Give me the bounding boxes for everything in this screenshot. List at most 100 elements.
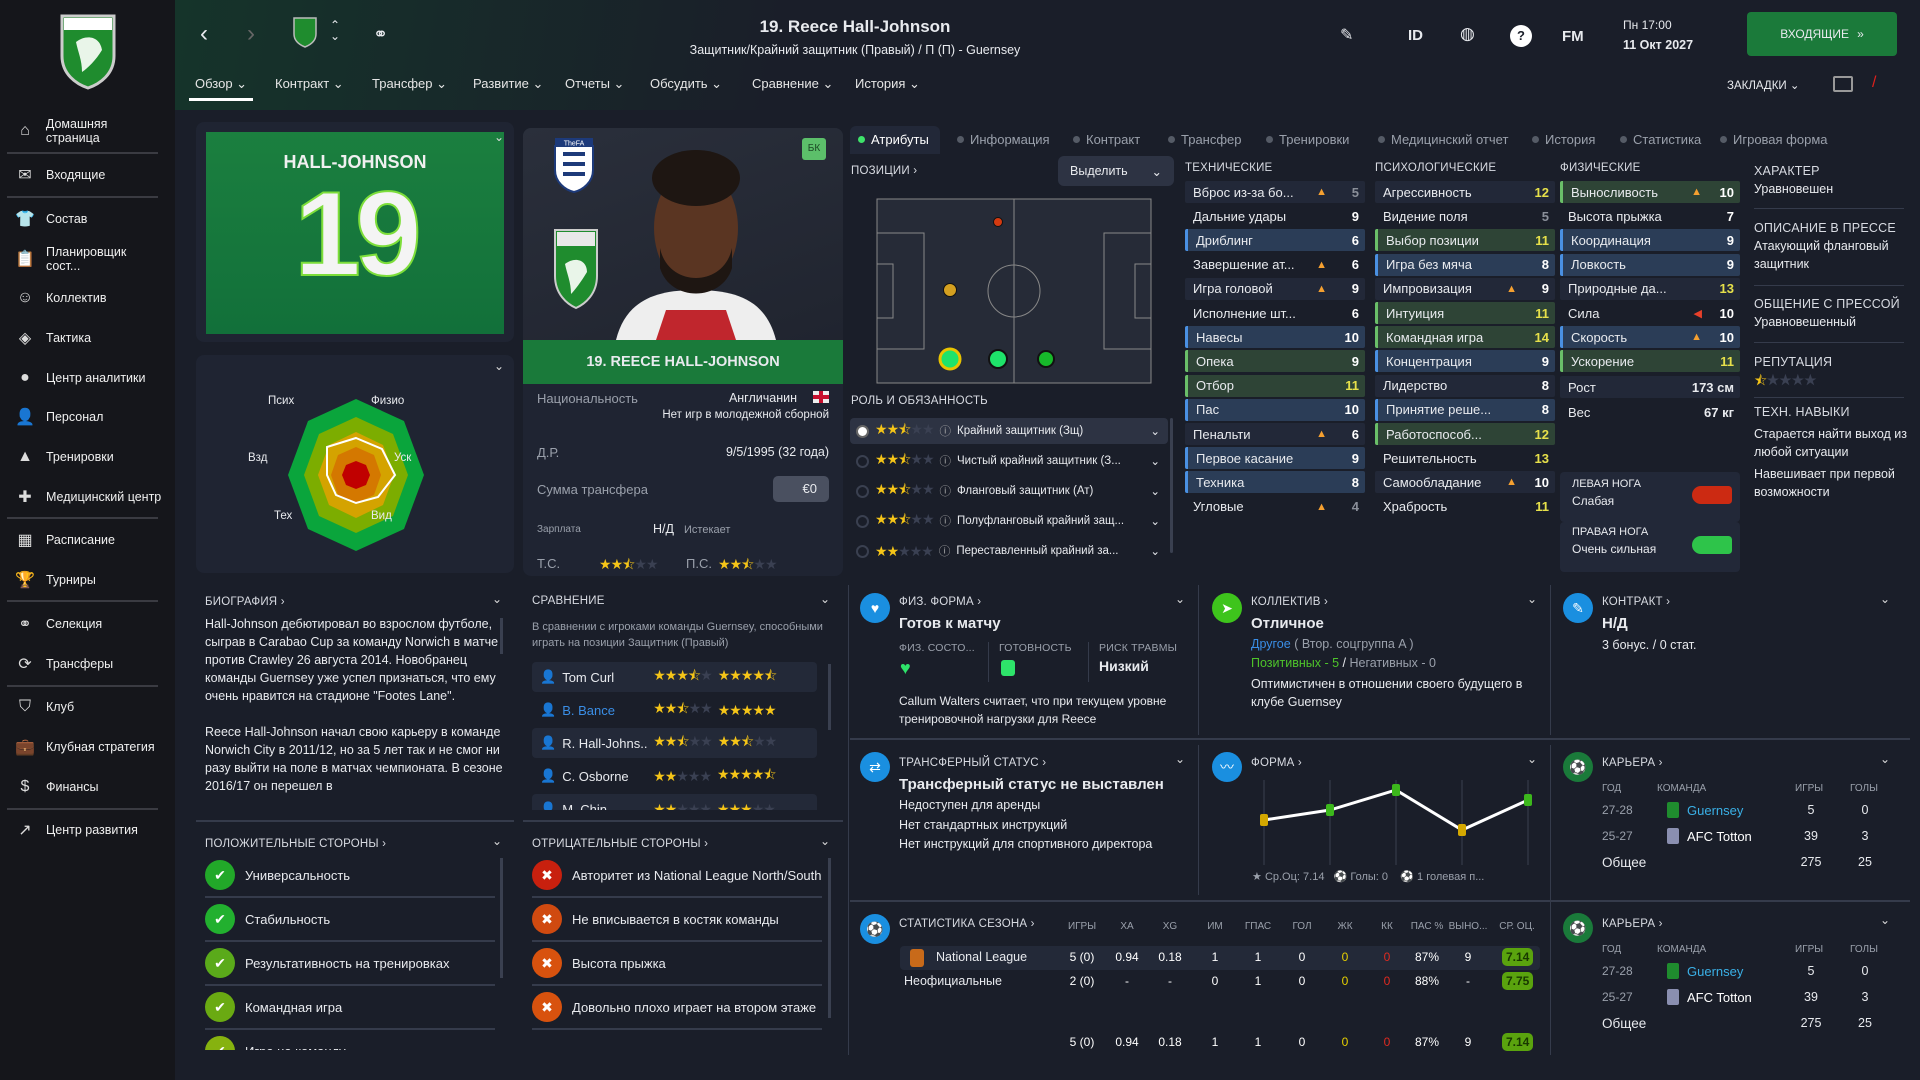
info-icon[interactable]: ⓘ (939, 456, 952, 468)
subtab[interactable]: Трансфер (1168, 132, 1242, 147)
subtab[interactable]: Контракт (1073, 132, 1140, 147)
subtab[interactable]: Атрибуты (858, 132, 929, 147)
radio-button[interactable] (856, 544, 869, 558)
dynamics-title[interactable]: КОЛЛЕКТИВ › (1251, 596, 1329, 608)
negatives-scrollbar[interactable] (828, 858, 831, 1018)
trait-item[interactable]: ✔ Игра на команду (205, 1030, 495, 1050)
chevron-down-icon[interactable]: ⌄ (1527, 752, 1538, 766)
sidebar-item[interactable]: ✚ Медицинский центр (14, 482, 164, 512)
attribute-row[interactable]: Опека 9 (1185, 350, 1365, 373)
role-item[interactable]: ★★⯪★★ ⓘ Полуфланговый крайний защ... ⌄ (850, 508, 1168, 534)
positions-title[interactable]: ПОЗИЦИИ › (851, 165, 918, 177)
trait-item[interactable]: ✖ Довольно плохо играет на втором этаже (532, 986, 822, 1030)
id-button[interactable]: ID (1408, 27, 1423, 44)
nav-tab[interactable]: Сравнение ⌄ (752, 76, 834, 91)
subtab[interactable]: Тренировки (1266, 132, 1349, 147)
career-team[interactable]: Guernsey (1687, 803, 1744, 818)
sidebar-item[interactable]: ⌂ Домашняя страница (14, 116, 164, 146)
fm-button[interactable]: FM (1562, 28, 1584, 45)
attribute-row[interactable]: Высота прыжка 7 (1560, 205, 1740, 227)
career-title[interactable]: КАРЬЕРА › (1602, 918, 1663, 930)
attribute-row[interactable]: Работоспособ... 12 (1375, 423, 1555, 445)
trait-item[interactable]: ✔ Командная игра (205, 986, 495, 1030)
nav-tab[interactable]: Развитие ⌄ (473, 76, 544, 91)
nav-tab[interactable]: История ⌄ (855, 76, 920, 91)
trait-item[interactable]: ✖ Не вписывается в костяк команды (532, 898, 822, 942)
form-title[interactable]: ФОРМА › (1251, 757, 1302, 769)
sidebar-item[interactable]: ▦ Расписание (14, 525, 164, 555)
radio-button[interactable] (856, 424, 869, 438)
sidebar-item[interactable]: ◈ Тактика (14, 323, 164, 353)
sidebar-item[interactable]: ● Центр аналитики (14, 363, 164, 393)
nav-tab[interactable]: Трансфер ⌄ (372, 76, 448, 91)
role-item[interactable]: ★★★★★ ⓘ Переставленный крайний за... ⌄ (850, 538, 1168, 564)
trait-item[interactable]: ✔ Результативность на тренировках (205, 942, 495, 986)
roles-scrollbar[interactable] (1170, 418, 1173, 553)
nav-tab[interactable]: Отчеты ⌄ (565, 76, 625, 91)
attribute-row[interactable]: Концентрация 9 (1375, 350, 1555, 373)
sidebar-item[interactable]: ⟳ Трансферы (14, 649, 164, 679)
sidebar-item[interactable]: ⛉ Клуб (14, 692, 164, 722)
trait-item[interactable]: ✔ Универсальность (205, 854, 495, 898)
bio-scrollbar[interactable] (500, 618, 503, 654)
season-stats-title[interactable]: СТАТИСТИКА СЕЗОНА › (899, 918, 1035, 930)
player-switch-icon[interactable]: ⌃ ⌄ (330, 18, 341, 43)
form-point[interactable] (1458, 824, 1466, 836)
chevron-down-icon[interactable]: ⌄ (1880, 592, 1891, 606)
club-logo[interactable] (58, 12, 118, 90)
sidebar-item[interactable]: ▲ Тренировки (14, 442, 164, 472)
nav-tab[interactable]: Контракт ⌄ (275, 76, 344, 91)
career-team[interactable]: Guernsey (1687, 964, 1744, 979)
attribute-row[interactable]: Ускорение 11 (1560, 350, 1740, 373)
season-stats-row[interactable]: 5 (0) 0.94 0.18 1 1 0 0 0 87% 9 7.14 (900, 1031, 1540, 1055)
attribute-row[interactable]: Принятие реше... 8 (1375, 398, 1555, 421)
attribute-row[interactable]: Видение поля 5 (1375, 205, 1555, 227)
chevron-down-icon[interactable]: ⌄ (1150, 486, 1160, 498)
comparison-row[interactable]: 👤 M. Chin ★★★★★ ★★★★★ (532, 794, 817, 810)
attribute-row[interactable]: Отбор 11 (1185, 374, 1365, 397)
club-badge-icon[interactable] (292, 16, 318, 48)
sidebar-item[interactable]: ⚭ Селекция (14, 609, 164, 639)
info-icon[interactable]: ⓘ (938, 546, 951, 558)
forward-arrow-icon[interactable]: › (247, 20, 255, 47)
attribute-row[interactable]: Техника 8 (1185, 471, 1365, 494)
sidebar-item[interactable]: 👕 Состав (14, 204, 164, 234)
form-point[interactable] (1524, 794, 1532, 806)
chevron-down-icon[interactable]: ⌄ (493, 130, 504, 144)
nav-tab[interactable]: Обзор ⌄ (188, 76, 254, 101)
chevron-down-icon[interactable]: ⌄ (820, 592, 831, 606)
attribute-row[interactable]: Ловкость 9 (1560, 253, 1740, 276)
back-arrow-icon[interactable]: ‹ (200, 20, 208, 47)
attribute-row[interactable]: Командная игра 14 (1375, 326, 1555, 349)
monitor-icon[interactable] (1833, 76, 1853, 92)
sidebar-item[interactable]: $ Финансы (14, 772, 164, 802)
attribute-row[interactable]: Скорость ▲ 10 (1560, 326, 1740, 349)
attribute-row[interactable]: Решительность 13 (1375, 447, 1555, 469)
attribute-row[interactable]: Храбрость 11 (1375, 496, 1555, 518)
attribute-row[interactable]: Навесы 10 (1185, 326, 1365, 349)
season-stats-row[interactable]: Неофициальные 2 (0) - - 0 1 0 0 0 88% - 7.75 (900, 970, 1540, 994)
radio-button[interactable] (856, 484, 869, 498)
player-name[interactable]: B. Bance (562, 702, 615, 718)
contract-title[interactable]: КОНТРАКТ › (1602, 596, 1671, 608)
subtab[interactable]: Информация (957, 132, 1050, 147)
fitness-title[interactable]: ФИЗ. ФОРМА › (899, 596, 982, 608)
sidebar-item[interactable]: 🏆 Турниры (14, 565, 164, 595)
sidebar-item[interactable]: 👤 Персонал (14, 402, 164, 432)
subtab[interactable]: Медицинский отчет (1378, 132, 1508, 147)
attribute-row[interactable]: Завершение ат... ▲ 6 (1185, 254, 1365, 276)
attribute-row[interactable]: Выбор позиции 11 (1375, 229, 1555, 252)
radio-button[interactable] (856, 514, 869, 528)
season-stats-row[interactable]: National League 5 (0) 0.94 0.18 1 1 0 0 0 87% 9 7.1… (900, 946, 1540, 970)
globe-icon[interactable]: ◍ (1460, 24, 1475, 43)
chevron-down-icon[interactable]: ⌄ (1175, 752, 1186, 766)
attribute-row[interactable]: Координация 9 (1560, 229, 1740, 252)
chevron-down-icon[interactable]: ⌄ (1175, 592, 1186, 606)
chevron-down-icon[interactable]: ⌄ (492, 592, 503, 606)
chevron-down-icon[interactable]: ⌄ (1527, 592, 1538, 606)
transfer-fee-tag[interactable]: €0 (773, 476, 829, 502)
attribute-row[interactable]: Дальние удары 9 (1185, 205, 1365, 227)
comparison-row[interactable]: 👤 C. Osborne ★★★★★ ★★★★⯪ (532, 761, 817, 791)
sidebar-item[interactable]: 📋 Планировщик сост... (14, 244, 164, 274)
attribute-row[interactable]: Самообладание ▲ 10 (1375, 471, 1555, 494)
